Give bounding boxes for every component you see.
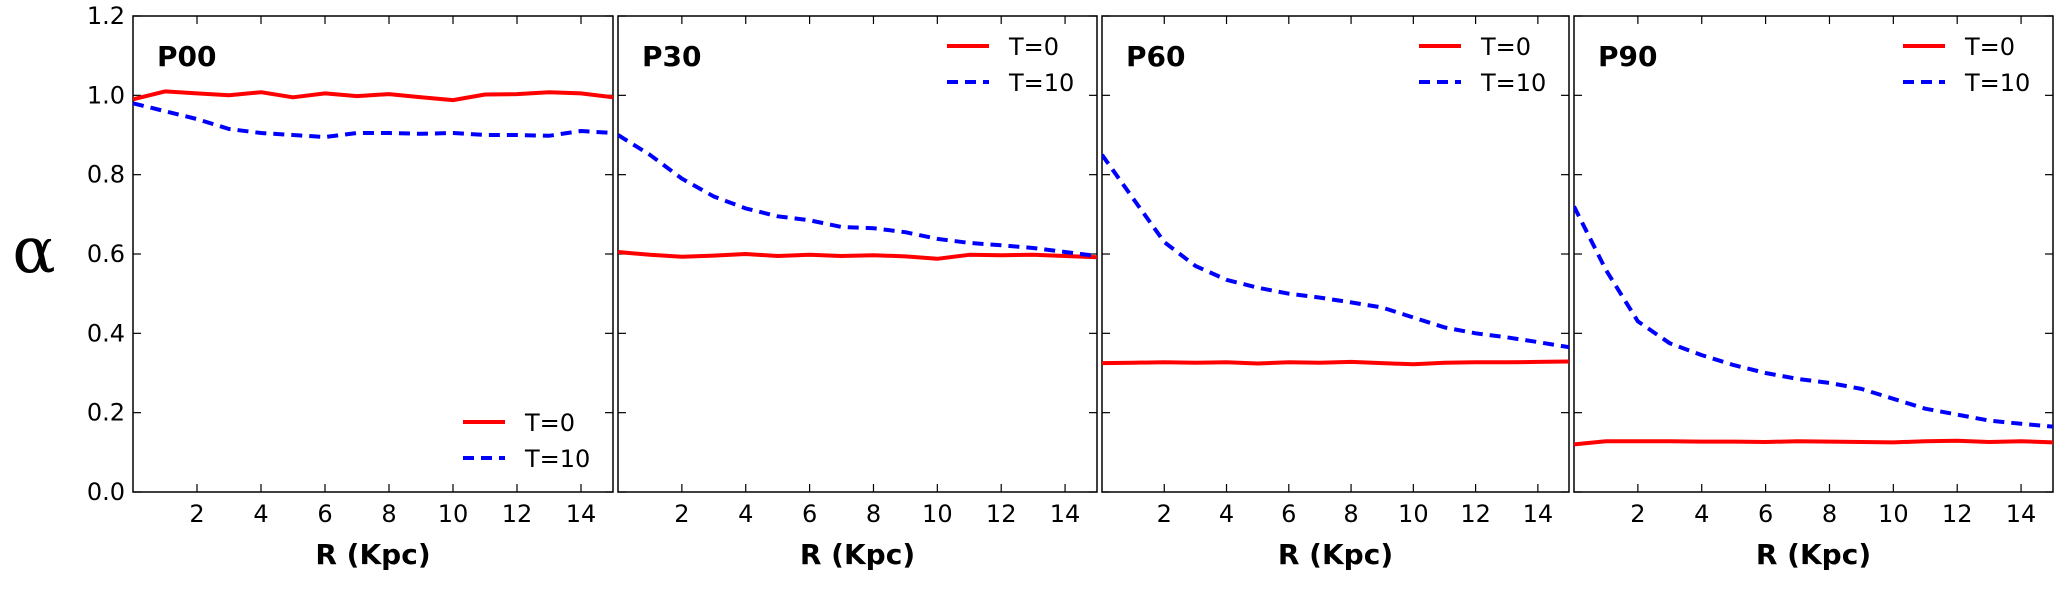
series-line-t-10	[133, 101, 613, 139]
x-tick-label: 4	[738, 500, 753, 528]
legend: T=0 T=10	[1419, 33, 1546, 97]
y-tick-label: 0.8	[87, 161, 125, 189]
x-tick-label: 6	[317, 500, 332, 528]
legend: T=0 T=10	[947, 33, 1074, 97]
x-tick-label: 2	[1157, 500, 1172, 528]
legend-label: T=10	[1964, 69, 2030, 97]
series-line-t-10	[618, 133, 1097, 258]
x-tick-label: 8	[866, 500, 881, 528]
x-tick-label: 6	[1281, 500, 1296, 528]
legend-label: T=0	[524, 409, 575, 437]
legend-label: T=10	[524, 445, 590, 473]
x-tick-label: 2	[674, 500, 689, 528]
panel-p00: 2 4 6 8 10 12 14 0.0 0.2 0.4 0.6 0.8 1.0 1.2 R (Kpc) P0…	[87, 2, 614, 571]
panel-title: P30	[642, 40, 702, 73]
y-tick-label: 0.0	[87, 478, 125, 506]
x-tick-label: 10	[1398, 500, 1429, 528]
legend-label: T=0	[1008, 33, 1059, 61]
x-tick-label: 10	[922, 500, 953, 528]
x-tick-label: 14	[566, 500, 597, 528]
x-tick-label: 4	[1219, 500, 1234, 528]
legend-label: T=0	[1964, 33, 2015, 61]
legend-label: T=10	[1480, 69, 1546, 97]
x-tick-label: 14	[2006, 500, 2037, 528]
series-line-t-10	[1102, 153, 1569, 350]
x-tick-label: 6	[802, 500, 817, 528]
x-tick-label: 10	[438, 500, 469, 528]
x-tick-label: 14	[1050, 500, 1081, 528]
x-tick-label: 6	[1758, 500, 1773, 528]
plot-frame	[1573, 15, 2054, 493]
series-line-t-0	[618, 250, 1097, 261]
x-tick-label: 14	[1523, 500, 1554, 528]
x-tick-label: 4	[253, 500, 268, 528]
x-tick-label: 8	[381, 500, 396, 528]
x-tick-label: 2	[189, 500, 204, 528]
legend-label: T=10	[1008, 69, 1074, 97]
panel-p30: 2 4 6 8 10 12 14 R (Kpc) P30 T=0 T=10	[617, 15, 1098, 571]
y-tick-label: 0.2	[87, 399, 125, 427]
x-axis-label: R (Kpc)	[1278, 538, 1393, 571]
panel-title: P60	[1126, 40, 1186, 73]
x-axis-label: R (Kpc)	[800, 538, 915, 571]
y-tick-label: 1.2	[87, 2, 125, 30]
legend-label: T=0	[1480, 33, 1531, 61]
series-line-t-0	[1574, 438, 2053, 447]
y-tick-label: 0.6	[87, 240, 125, 268]
x-tick-label: 12	[986, 500, 1017, 528]
y-tick-label: 1.0	[87, 81, 125, 109]
panel-title: P90	[1598, 40, 1658, 73]
x-tick-label: 2	[1630, 500, 1645, 528]
x-tick-label: 4	[1694, 500, 1709, 528]
x-tick-label: 12	[1460, 500, 1491, 528]
y-tick-label: 0.4	[87, 319, 125, 347]
x-tick-label: 10	[1878, 500, 1909, 528]
legend: T=0 T=10	[1903, 33, 2030, 97]
panel-p60: 2 4 6 8 10 12 14 R (Kpc) P60 T=0 T=10	[1101, 15, 1570, 571]
panel-title: P00	[157, 40, 217, 73]
panel-p90: 2 4 6 8 10 12 14 R (Kpc) P90 T=0 T=10	[1573, 15, 2054, 571]
series-line-t-0	[133, 89, 613, 103]
x-axis-label: R (Kpc)	[1756, 538, 1871, 571]
x-tick-label: 8	[1822, 500, 1837, 528]
y-axis-label: α	[12, 214, 55, 288]
series-line-t-10	[1574, 205, 2053, 429]
x-tick-label: 12	[502, 500, 533, 528]
x-tick-label: 8	[1343, 500, 1358, 528]
x-tick-label: 12	[1942, 500, 1973, 528]
legend: T=0 T=10	[463, 409, 590, 473]
x-axis-label: R (Kpc)	[315, 538, 430, 571]
series-line-t-0	[1102, 359, 1569, 367]
